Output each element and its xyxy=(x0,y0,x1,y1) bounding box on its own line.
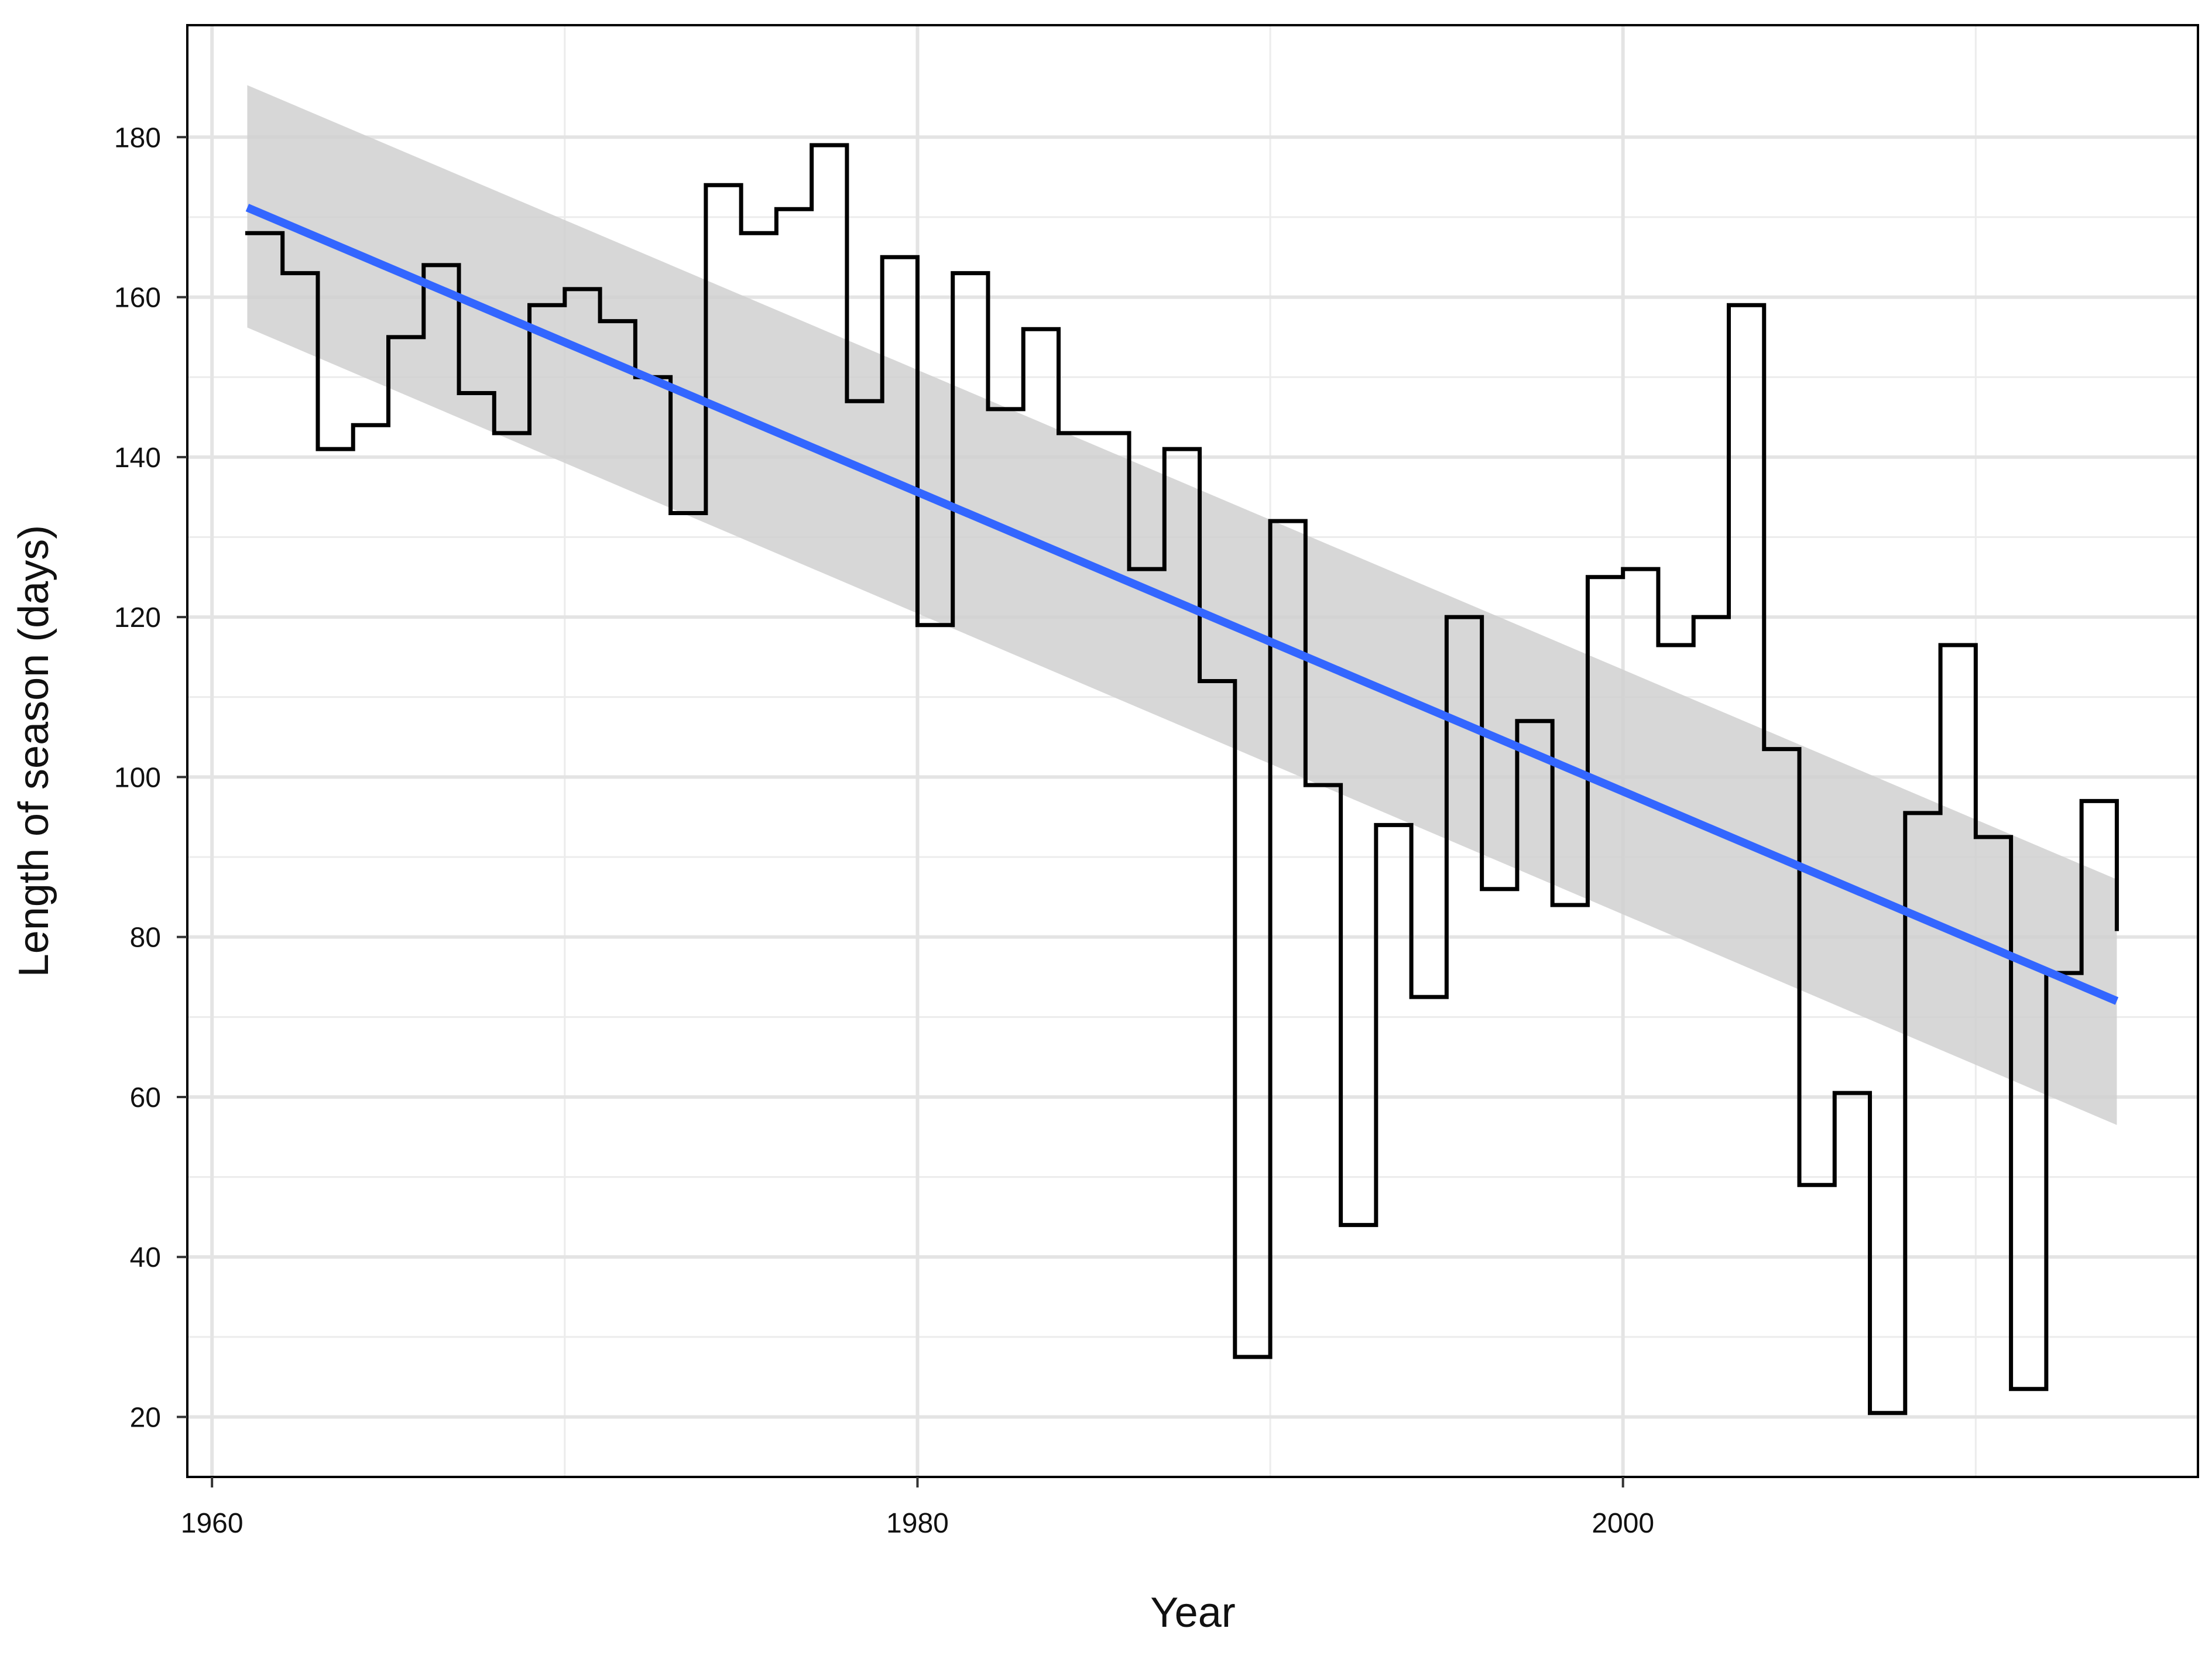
y-tick-label: 160 xyxy=(114,283,161,314)
x-tick-label: 1980 xyxy=(886,1508,949,1539)
season-length-step-line xyxy=(245,143,2119,1415)
y-tick-label: 20 xyxy=(130,1403,161,1434)
y-tick-label: 140 xyxy=(114,443,161,474)
x-axis-title: Year xyxy=(1150,1589,1235,1636)
y-tick-label: 180 xyxy=(114,122,161,153)
y-tick-label: 60 xyxy=(130,1082,161,1113)
x-tick-label: 1960 xyxy=(181,1508,244,1539)
y-tick-label: 100 xyxy=(114,762,161,793)
trend-line xyxy=(245,204,2119,1005)
y-axis-ticks: 20 40 60 80 100 120 140 160 180 xyxy=(114,122,187,1434)
plot-border xyxy=(186,24,2199,1478)
y-tick-label: 120 xyxy=(114,602,161,633)
y-tick-label: 40 xyxy=(130,1242,161,1273)
x-axis-ticks: 1960 1980 2000 xyxy=(181,1477,1654,1539)
x-tick-label: 2000 xyxy=(1592,1508,1654,1539)
y-axis-title: Length of season (days) xyxy=(11,525,57,978)
y-tick-label: 80 xyxy=(130,923,161,954)
